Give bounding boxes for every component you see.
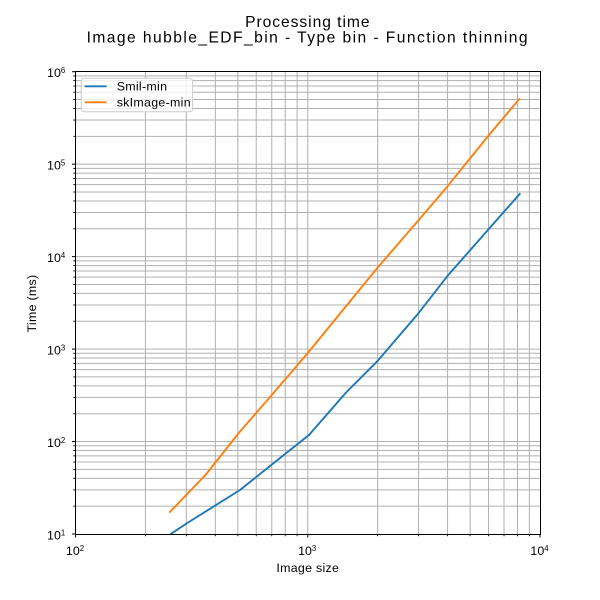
svg-text:skImage-min: skImage-min [117,96,191,110]
svg-text:Image hubble_EDF_bin - Type bi: Image hubble_EDF_bin - Type bin - Functi… [87,30,529,47]
svg-text:Processing time: Processing time [245,14,370,31]
svg-text:103: 103 [298,544,316,558]
svg-text:Image size: Image size [276,561,339,575]
svg-text:106: 106 [47,66,65,80]
svg-text:Time (ms): Time (ms) [25,275,39,333]
svg-text:103: 103 [47,344,65,358]
svg-text:102: 102 [66,544,84,558]
svg-text:101: 101 [47,528,65,542]
svg-text:102: 102 [47,436,65,450]
svg-text:Smil-min: Smil-min [117,80,168,94]
